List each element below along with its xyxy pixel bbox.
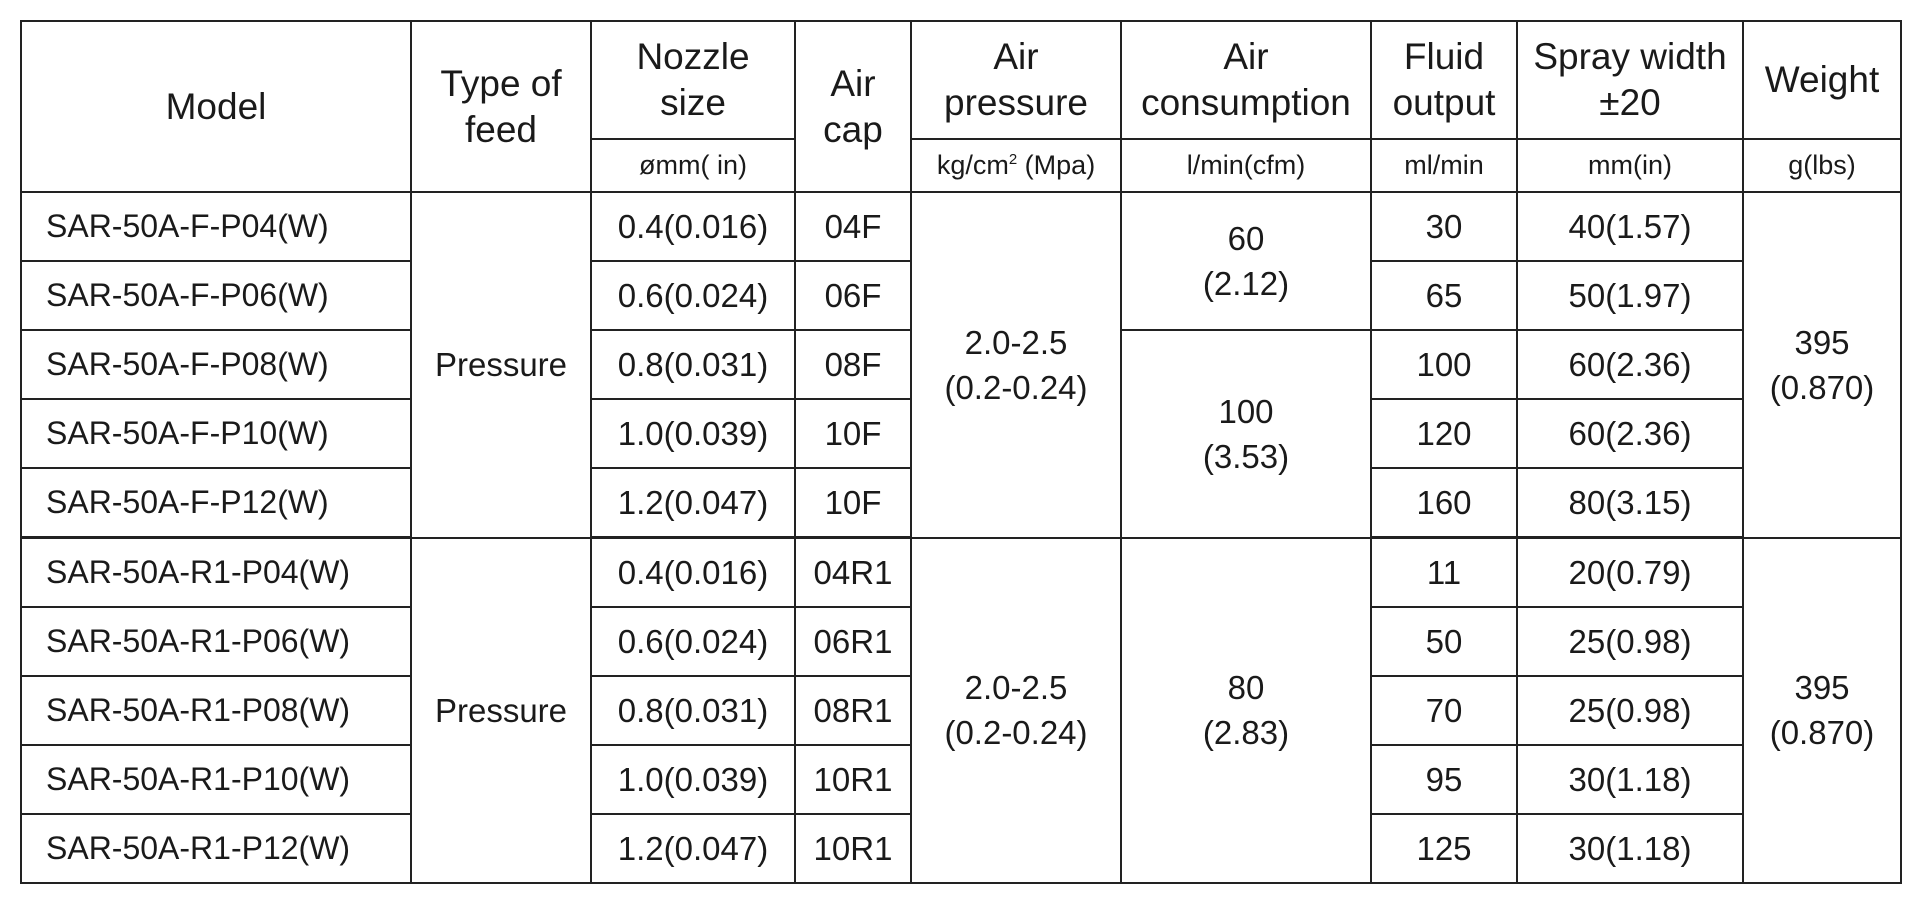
cell-nozzle: 1.0(0.039) [590,744,796,815]
cell-air-cap: 04F [794,191,912,262]
cell-air-cap: 08R1 [794,675,912,746]
header-weight: Weight [1742,20,1902,140]
table-row: SAR-50A-R1-P06(W) 0.6(0.024) 06R1 50 25(… [20,606,1901,677]
header-spray-width: Spray width ±20 [1516,20,1744,140]
table-row: SAR-50A-F-P06(W) 0.6(0.024) 06F 65 50(1.… [20,260,1901,331]
cell-spray-width: 25(0.98) [1516,606,1744,677]
table-row: SAR-50A-F-P10(W) 1.0(0.039) 10F 120 60(2… [20,398,1901,469]
cell-spray-width: 30(1.18) [1516,744,1744,815]
cell-fluid-output: 95 [1370,744,1518,815]
unit-air-pressure: kg/cm2 (Mpa) [910,138,1122,193]
unit-air-pressure-a: kg/cm [936,150,1009,180]
cell-air-consumption: 100 (3.53) [1120,329,1372,539]
cell-air-cap: 08F [794,329,912,400]
header-air-pressure: Air pressure [910,20,1122,140]
cell-nozzle: 0.6(0.024) [590,606,796,677]
table-row: SAR-50A-R1-P12(W) 1.2(0.047) 10R1 125 30… [20,813,1901,884]
header-type-of-feed: Type of feed [410,20,592,193]
header-model: Model [20,20,412,193]
cell-fluid-output: 11 [1370,536,1518,608]
table-row: SAR-50A-F-P08(W) 0.8(0.031) 08F 100 (3.5… [20,329,1901,539]
table-row: SAR-50A-R1-P08(W) 0.8(0.031) 08R1 70 25(… [20,675,1901,746]
unit-row: ømm( in) kg/cm2 (Mpa) l/min(cfm) ml/min … [21,138,1902,193]
cell-fluid-output: 125 [1370,813,1518,884]
cell-model: SAR-50A-F-P12(W) [20,467,412,539]
cell-fluid-output: 70 [1370,675,1518,746]
cell-type-of-feed: Pressure [410,536,592,884]
cell-model: SAR-50A-R1-P06(W) [20,606,412,677]
cell-model: SAR-50A-F-P06(W) [20,260,412,331]
cell-model: SAR-50A-F-P10(W) [20,398,412,469]
table-row: SAR-50A-R1-P10(W) 1.0(0.039) 10R1 95 30(… [20,744,1901,815]
cell-air-cap: 06F [794,260,912,331]
cell-air-pressure: 2.0-2.5 (0.2-0.24) [910,191,1122,539]
cell-air-cap: 04R1 [794,536,912,608]
cell-spray-width: 60(2.36) [1516,329,1744,400]
cell-air-cap: 10R1 [794,744,912,815]
cell-nozzle: 0.8(0.031) [590,675,796,746]
unit-fluid-output: ml/min [1370,138,1518,193]
cell-nozzle: 1.2(0.047) [590,467,796,539]
cell-model: SAR-50A-R1-P08(W) [20,675,412,746]
cell-fluid-output: 100 [1370,329,1518,400]
table-row: SAR-50A-F-P12(W) 1.2(0.047) 10F 160 80(3… [20,467,1901,539]
cell-nozzle: 0.4(0.016) [590,536,796,608]
table-row: SAR-50A-F-P04(W) Pressure 0.4(0.016) 04F… [20,191,1902,539]
header-nozzle-size: Nozzle size [590,20,796,140]
cell-spray-width: 25(0.98) [1516,675,1744,746]
cell-air-cap: 06R1 [794,606,912,677]
cell-air-pressure: 2.0-2.5 (0.2-0.24) [910,536,1122,884]
unit-air-pressure-sup: 2 [1008,151,1018,168]
header-air-cap: Air cap [794,20,912,193]
cell-model: SAR-50A-R1-P12(W) [20,813,412,884]
cell-spray-width: 40(1.57) [1516,191,1744,262]
cell-type-of-feed: Pressure [410,191,592,539]
cell-spray-width: 50(1.97) [1516,260,1744,331]
unit-spray-width: mm(in) [1516,138,1744,193]
cell-spray-width: 80(3.15) [1516,467,1744,539]
cell-model: SAR-50A-R1-P10(W) [20,744,412,815]
cell-nozzle: 0.4(0.016) [590,191,796,262]
cell-spray-width: 20(0.79) [1516,536,1744,608]
cell-fluid-output: 50 [1370,606,1518,677]
spec-table: Model Type of feed Nozzle size Air cap A… [20,20,1902,884]
cell-nozzle: 1.0(0.039) [590,398,796,469]
cell-spray-width: 30(1.18) [1516,813,1744,884]
unit-air-consumption: l/min(cfm) [1120,138,1372,193]
cell-air-cap: 10F [794,467,912,539]
cell-air-cap: 10F [794,398,912,469]
cell-air-cap: 10R1 [794,813,912,884]
cell-weight: 395 (0.870) [1742,536,1902,884]
cell-air-consumption: 60 (2.12) [1120,191,1372,331]
cell-air-consumption: 80 (2.83) [1120,536,1372,884]
cell-nozzle: 0.8(0.031) [590,329,796,400]
unit-weight: g(lbs) [1742,138,1902,193]
unit-air-pressure-b: (Mpa) [1017,150,1096,180]
cell-weight: 395 (0.870) [1742,191,1902,539]
cell-fluid-output: 160 [1370,467,1518,539]
cell-model: SAR-50A-R1-P04(W) [20,536,412,608]
cell-nozzle: 0.6(0.024) [590,260,796,331]
cell-model: SAR-50A-F-P08(W) [20,329,412,400]
cell-fluid-output: 30 [1370,191,1518,262]
cell-fluid-output: 65 [1370,260,1518,331]
cell-model: SAR-50A-F-P04(W) [20,191,412,262]
header-row: Model Type of feed Nozzle size Air cap A… [20,20,1902,193]
unit-nozzle-size: ømm( in) [590,138,796,193]
cell-fluid-output: 120 [1370,398,1518,469]
header-fluid-output: Fluid output [1370,20,1518,140]
cell-spray-width: 60(2.36) [1516,398,1744,469]
header-air-consumption: Air consumption [1120,20,1372,140]
cell-nozzle: 1.2(0.047) [590,813,796,884]
table-row: SAR-50A-R1-P04(W) Pressure 0.4(0.016) 04… [20,536,1902,884]
